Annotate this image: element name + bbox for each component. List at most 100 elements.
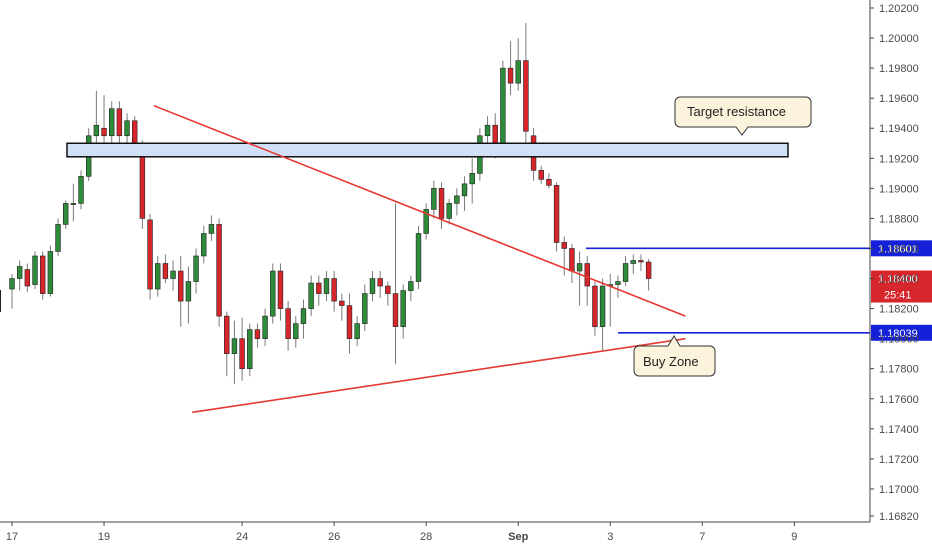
level-tag-label: 1.18601 [878,243,918,255]
x-tick-label: 24 [236,531,248,543]
y-tick-label: 1.16820 [879,511,919,523]
candle-down [162,263,169,279]
y-tick-label: 1.17200 [879,454,919,466]
y-tick-label: 1.18600 [879,243,919,255]
y-tick-label: 1.17000 [879,484,919,496]
ascending-trendline [192,337,686,414]
candle-down [116,108,123,137]
y-tick-label: 1.18400 [879,274,919,286]
x-tick-label: 19 [98,531,110,543]
callout-buy-box [633,335,716,377]
countdown-tag [871,286,932,303]
candle-up [362,293,368,324]
candle-up [155,263,161,290]
resistance-zone [66,142,789,158]
price-tag [871,270,932,287]
y-tick-label: 1.20200 [879,3,919,15]
candle-up [354,323,360,339]
candle-up [454,195,460,204]
y-tick-label: 1.19800 [879,63,919,75]
candle-down [538,170,544,180]
candle-down [39,255,46,294]
candle-up [500,67,506,144]
candle-down [101,127,107,137]
candle-up [469,173,475,185]
y-tick-label: 1.19600 [879,93,919,105]
candle-down [592,285,598,327]
candle-down [569,248,575,272]
callout-target-box [674,96,812,136]
level-tag-label: 1.18039 [878,328,918,340]
candle-up [78,176,84,204]
y-tick-label: 1.18000 [879,334,919,346]
candle-down [438,188,445,219]
x-tick-label: 3 [607,531,613,543]
candle-up [308,282,314,309]
candle-up [576,263,583,272]
candle-up [262,315,268,339]
candle-up [293,323,299,339]
price-tag-label: 1.18400 [878,274,918,286]
y-tick-label: 1.17400 [879,424,919,436]
candle-up [400,290,406,327]
y-tick-label: 1.18800 [879,213,919,225]
candle-down [385,285,391,294]
candle-up [47,251,54,294]
x-tick-label: Sep [508,531,528,543]
candle-down [346,305,353,339]
descending-trendline [153,104,686,317]
axis-layer: 1.20200 1.20000 1.19800 1.19600 1.19400 1.192… [0,0,919,543]
candle-down [216,224,222,317]
trendline-layer [153,104,686,414]
candle-down [392,293,399,327]
level-tag [871,240,932,257]
candle-up [408,281,414,291]
candle-up [247,329,253,370]
candle-down [546,179,552,186]
candle-up [62,203,69,225]
candle-down [561,242,567,249]
callout-layer: Target resistance Buy Zone [633,96,812,377]
level-tag [871,324,932,341]
candle-up [423,209,429,234]
x-tick-label: 7 [699,531,705,543]
y-tick-label: 1.17600 [879,394,919,406]
candle-up [124,120,130,137]
candle-down [277,270,284,309]
candle-down [147,219,153,290]
candle-down [553,185,560,243]
candle-down [507,67,514,84]
y-tick-label: 1.19200 [879,153,919,165]
candle-down [492,124,498,144]
candle-up [515,60,521,84]
candle-down [377,278,383,287]
candle-up [231,338,238,354]
candle-down [316,282,322,294]
candle-up [170,270,176,279]
y-tick-label: 1.18200 [879,304,919,316]
candle-down [645,261,652,279]
candle-down [285,308,291,339]
candle-up [415,233,422,282]
candle-down [331,278,337,302]
candle-up [16,266,23,279]
callout-buy-label: Buy Zone [643,354,699,369]
candle-up [622,263,629,282]
candle-up [109,108,115,137]
candle-down [638,260,644,263]
candle-up [201,233,207,257]
candle-up [55,224,61,252]
candle-up [208,224,215,234]
candle-down [339,300,345,306]
candle-up [484,124,491,137]
candle-up [193,255,199,282]
candle-up [32,255,38,285]
horizontal-level-layer: 1.18601 1.18039 1.18400 25:41 [586,240,932,341]
y-tick-label: 1.19000 [879,183,919,195]
candle-up [300,308,307,324]
y-tick-label: 1.19400 [879,123,919,135]
candles-layer [9,23,652,384]
candle-up [270,270,276,317]
candle-up [615,281,621,285]
